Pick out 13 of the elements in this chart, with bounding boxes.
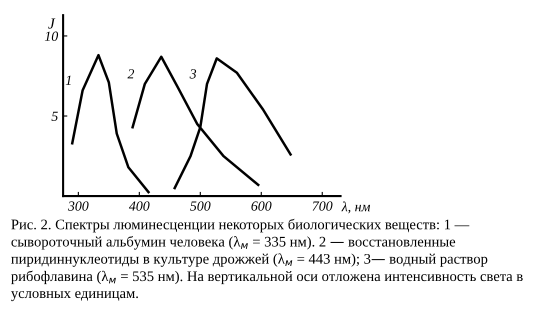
series-label: 3 — [190, 69, 196, 79]
y-tick-label: 10 — [44, 32, 58, 41]
text: Рис. 2. Спектры люминесценции некоторых биологических веществ: 1 — сывороточный альбумин человека (λ$_{м}$ = 335 нм). 2 — восстановленные пиридиннуклеотиды в культуре дрожжей (λ$_{м}$ = 443 нм); 3— водный раствор рибофлавина (λ$_{м}$ = 535 нм). На вертикальной оси отложена интенсивность света в условных единицам. — [11, 218, 523, 302]
x-tick-label: 500 — [190, 201, 211, 211]
series-label: 2 — [127, 69, 134, 78]
x-tick-label: 400 — [128, 201, 150, 211]
x-tick-label: 700 — [312, 201, 332, 211]
series-label: 1 — [66, 76, 71, 85]
x-tick-label: 600 — [251, 201, 272, 211]
y-axis-title: J — [48, 18, 56, 29]
y-tick-label: 5 — [52, 112, 58, 121]
x-tick-label: 300 — [68, 201, 89, 211]
x-axis-title: λ, нм — [341, 202, 370, 214]
